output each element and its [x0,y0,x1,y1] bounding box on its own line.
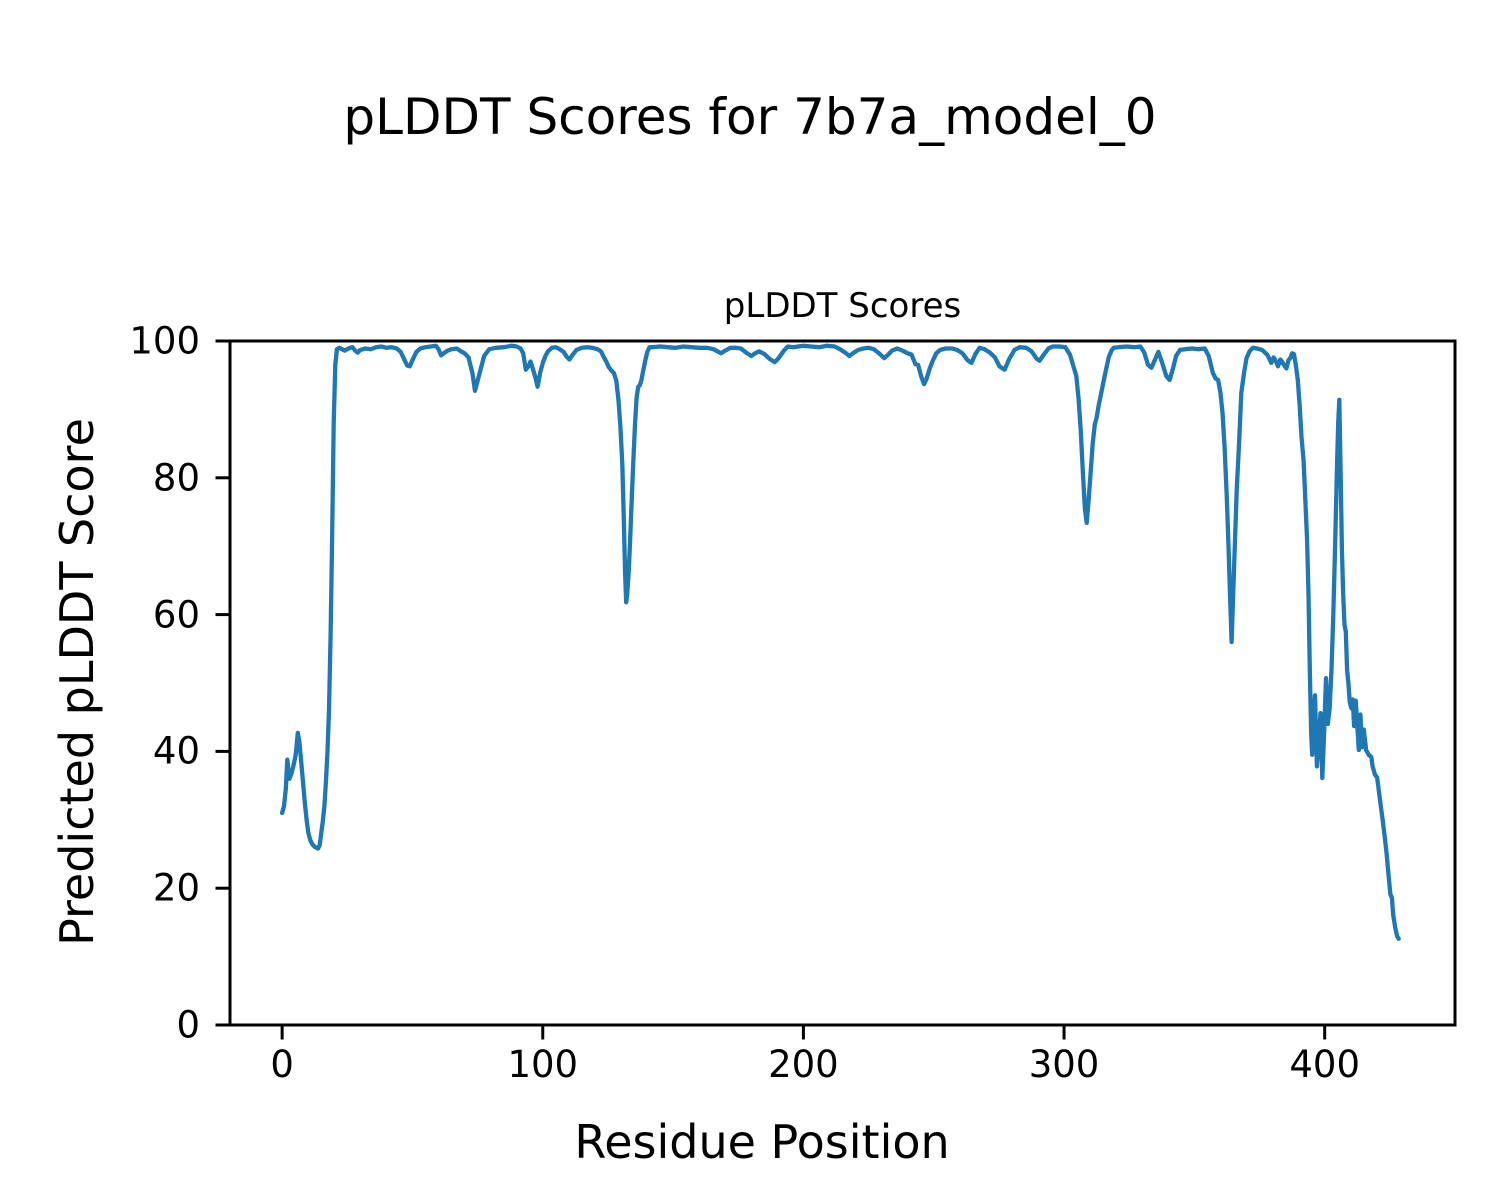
x-tick-label: 300 [1028,1043,1100,1086]
plddt-line-series [279,343,1401,941]
axes-box [228,339,1457,1027]
x-tick-label: 200 [768,1043,839,1086]
x-tick-label: 400 [1289,1043,1360,1086]
y-tick-label: 20 [152,866,200,910]
x-tick-label: 0 [270,1043,294,1086]
tick-marks [215,339,1327,1040]
y-tick-label: 80 [152,456,200,500]
y-axis-label: Predicted pLDDT Score [50,418,104,946]
figure-suptitle: pLDDT Scores for 7b7a_model_0 [343,88,1157,146]
x-tick-label: 100 [507,1043,579,1086]
y-tick-label: 100 [129,319,200,363]
y-tick-label: 60 [152,593,200,637]
axes-title: pLDDT Scores [723,286,962,326]
x-axis-label: Residue Position [574,1115,950,1169]
y-tick-label: 40 [152,729,200,773]
y-tick-label: 0 [176,1003,200,1047]
